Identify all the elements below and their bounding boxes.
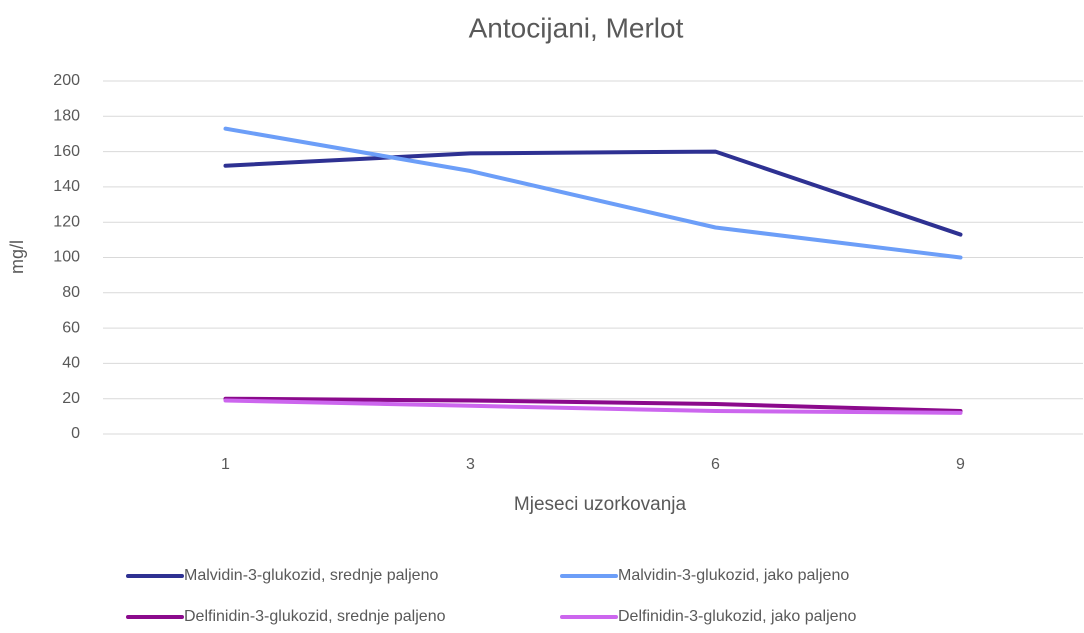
series-line: [223, 126, 963, 260]
y-tick-label: 160: [53, 143, 80, 160]
y-tick-label: 20: [62, 390, 80, 407]
y-tick-label: 60: [62, 319, 80, 336]
y-tick-label: 180: [53, 108, 80, 125]
x-tick-label: 6: [711, 456, 720, 473]
y-axis-label: mg/l: [7, 240, 27, 274]
x-axis-label: Mjeseci uzorkovanja: [514, 494, 687, 515]
legend-label: Malvidin-3-glukozid, srednje paljeno: [184, 567, 438, 584]
series-line: [223, 149, 963, 237]
legend-label: Delfinidin-3-glukozid, jako paljeno: [618, 608, 856, 625]
legend-label: Delfinidin-3-glukozid, srednje paljeno: [184, 608, 446, 625]
series-line: [223, 396, 963, 414]
series-line: [223, 398, 963, 415]
x-tick-label: 1: [221, 456, 230, 473]
y-tick-label: 0: [71, 425, 80, 442]
y-tick-label: 120: [53, 213, 80, 230]
x-tick-label: 3: [466, 456, 475, 473]
y-tick-label: 140: [53, 178, 80, 195]
y-tick-label: 40: [62, 355, 80, 372]
y-tick-label: 100: [53, 249, 80, 266]
legend-label: Malvidin-3-glukozid, jako paljeno: [618, 567, 849, 584]
y-tick-label: 80: [62, 284, 80, 301]
x-tick-label: 9: [956, 456, 965, 473]
y-tick-label: 200: [53, 72, 80, 89]
chart-title: Antocijani, Merlot: [469, 12, 684, 43]
